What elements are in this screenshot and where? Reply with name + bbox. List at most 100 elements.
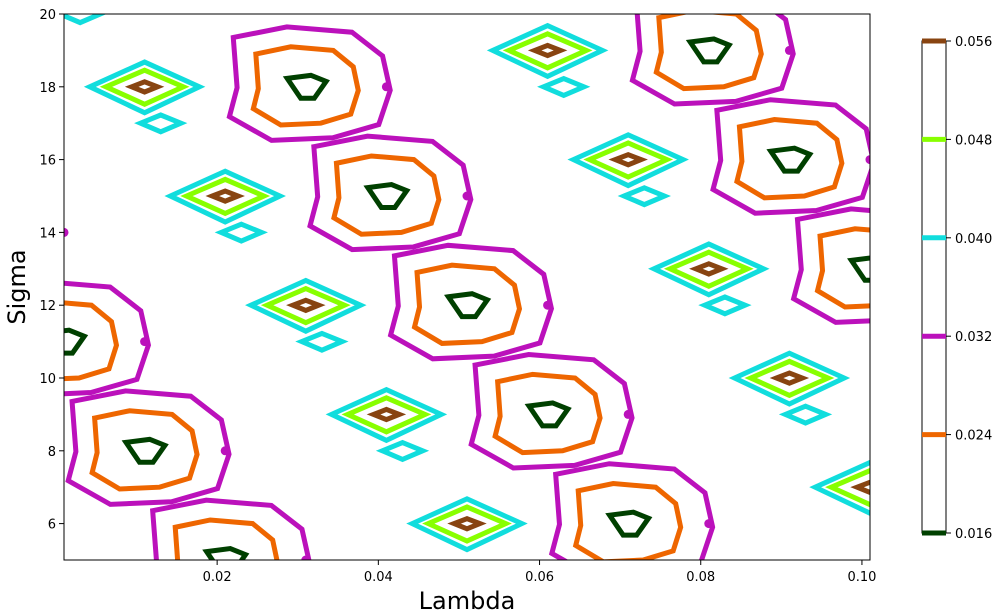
- contour-line-0.040: [295, 330, 349, 353]
- contour-line-0.048: [260, 285, 351, 326]
- contour-lines: [64, 14, 870, 560]
- contour-line-0.024: [250, 44, 361, 128]
- contour-line-0.04: [728, 350, 851, 407]
- colorbar-tick-label: 0.016: [955, 527, 992, 542]
- contour-line-0.040: [375, 439, 430, 463]
- contour-line-0.048: [583, 140, 674, 180]
- contour-line-0.040: [64, 14, 107, 26]
- contour-line-0.016: [121, 436, 169, 465]
- contour-line-0.024: [653, 14, 764, 92]
- contour-marker: [623, 409, 633, 419]
- contour-line-0.032: [64, 280, 152, 397]
- contour-line-0.024: [734, 117, 845, 201]
- colorbar: 0.016 0.024 0.032 0.040 0.048 0.056: [921, 35, 992, 542]
- y-tick-label: 10: [39, 372, 56, 387]
- contour-marker: [865, 155, 870, 165]
- plot-frame: [63, 13, 871, 561]
- contour-line-0.04: [648, 241, 770, 298]
- contour-line-0.04: [164, 168, 286, 225]
- contour-marker: [140, 337, 150, 347]
- contour-line-0.032: [548, 461, 716, 560]
- contour-line-0.016: [202, 545, 250, 560]
- contour-line-0.032: [629, 14, 796, 107]
- contour-line-0.048: [180, 176, 271, 217]
- contour-line-0.016: [282, 72, 330, 101]
- contour-line-0.024: [814, 226, 870, 310]
- x-axis-ticks: 0.02 0.04 0.06 0.08 0.10: [203, 560, 876, 585]
- contour-marker: [462, 191, 472, 201]
- contour-line-0.056: [769, 370, 810, 386]
- y-tick-label: 12: [39, 299, 56, 314]
- y-tick-label: 8: [48, 445, 56, 460]
- contour-marker: [381, 82, 391, 92]
- contour-line-0.032: [149, 497, 312, 560]
- y-axis-label: Sigma: [3, 249, 31, 324]
- contour-line-0.04: [486, 22, 609, 80]
- contour-line-0.056: [205, 188, 245, 204]
- contour-line-0.016: [605, 509, 653, 538]
- y-axis-ticks: 6 8 10 12 14 16 18 20: [39, 8, 64, 533]
- contour-marker: [784, 45, 794, 55]
- contour-line-0.040: [778, 403, 833, 426]
- contour-line-0.04: [245, 277, 367, 334]
- contour-line-0.016: [685, 36, 733, 65]
- colorbar-tick-label: 0.048: [955, 133, 992, 148]
- contour-line-0.04: [406, 496, 528, 553]
- contour-marker: [301, 555, 311, 560]
- contour-line-0.032: [226, 24, 393, 143]
- contour-line-0.048: [744, 358, 835, 399]
- contour-line-0.048: [663, 249, 754, 289]
- contour-line-0.056: [608, 151, 648, 168]
- contour-line-0.040: [617, 185, 671, 208]
- contour-line-0.032: [790, 206, 870, 325]
- contour-markers: [64, 45, 870, 560]
- contour-line-0.040: [537, 75, 591, 99]
- x-tick-label: 0.02: [203, 570, 232, 585]
- y-tick-label: 20: [39, 8, 56, 23]
- contour-marker: [543, 300, 553, 310]
- contour-line-0.056: [286, 297, 326, 314]
- contour-line-0.056: [527, 42, 568, 59]
- contour-line-0.016: [64, 327, 89, 356]
- contour-line-0.04: [325, 386, 448, 444]
- contour-line-0.048: [502, 31, 593, 71]
- contour-line-0.048: [825, 467, 870, 508]
- contour-line-0.024: [411, 262, 523, 346]
- contour-line-0.024: [89, 408, 200, 492]
- contour-line-0.056: [366, 406, 407, 423]
- y-tick-label: 16: [39, 154, 56, 169]
- colorbar-tick-label: 0.024: [955, 429, 992, 444]
- contour-line-0.024: [64, 300, 120, 382]
- contour-line-0.032: [468, 352, 635, 471]
- contour-line-0.048: [341, 395, 432, 435]
- contour-line-0.024: [572, 481, 684, 560]
- colorbar-frame: [921, 40, 947, 534]
- x-tick-label: 0.08: [686, 570, 715, 585]
- contour-line-0.056: [850, 479, 870, 496]
- x-tick-label: 0.06: [525, 570, 554, 585]
- contour-line-0.016: [363, 181, 411, 210]
- contour-line-0.056: [124, 79, 165, 95]
- contour-marker: [704, 519, 714, 529]
- contour-marker: [64, 227, 69, 237]
- contour-line-0.032: [710, 97, 870, 216]
- contour-line-0.048: [422, 504, 512, 544]
- x-tick-label: 0.10: [847, 570, 876, 585]
- contour-line-0.032: [307, 133, 474, 253]
- contour-line-0.04: [809, 459, 870, 516]
- contour-line-0.040: [134, 112, 188, 135]
- contour-line-0.056: [447, 515, 487, 532]
- contour-line-0.04: [567, 132, 689, 189]
- contour-line-0.016: [444, 291, 492, 320]
- y-tick-label: 14: [39, 226, 56, 241]
- colorbar-tick-label: 0.056: [955, 35, 992, 50]
- x-axis-label: Lambda: [419, 587, 516, 615]
- contour-line-0.032: [387, 242, 555, 362]
- contour-line-0.024: [492, 371, 603, 456]
- contour-line-0.024: [331, 153, 442, 237]
- contour-line-0.048: [99, 67, 190, 107]
- contour-line-0.040: [698, 294, 752, 317]
- contour-line-0.04: [83, 59, 206, 116]
- contour-line-0.016: [524, 400, 572, 429]
